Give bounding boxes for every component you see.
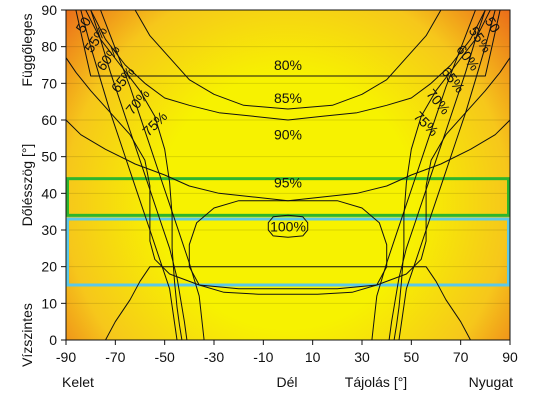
contour-line-60 — [90, 10, 486, 340]
y-tick-label: 70 — [41, 75, 57, 91]
x-axis-ticks: -90 -70 -50 -30 -10 10 30 50 70 90 — [56, 340, 518, 365]
contour-label: 80% — [274, 57, 302, 73]
y-tick-label: 0 — [49, 332, 57, 348]
contour-line-65 — [100, 10, 476, 340]
x-tick-label: -50 — [155, 349, 175, 365]
x-tick-label: 90 — [502, 349, 518, 365]
x-tick-label: -70 — [105, 349, 125, 365]
x-direction-west: Nyugat — [469, 374, 513, 390]
contour-line-80 — [134, 10, 442, 110]
y-tick-label: 50 — [41, 149, 57, 165]
x-tick-label: 30 — [354, 349, 370, 365]
plot-frame — [65, 9, 511, 341]
x-direction-south: Dél — [276, 374, 297, 390]
contour-line-95 — [188, 200, 388, 295]
x-axis-label: Tájolás [°] — [345, 374, 407, 390]
contour-line-100 — [267, 214, 309, 238]
contour-lines — [66, 10, 510, 340]
y-tick-label: 40 — [41, 185, 57, 201]
x-direction-east: Kelet — [62, 374, 94, 390]
contour-label: 95% — [274, 174, 302, 190]
x-tick-label: 70 — [453, 349, 469, 365]
y-tick-label: 80 — [41, 39, 57, 55]
x-tick-label: -90 — [56, 349, 76, 365]
x-tick-label: 10 — [305, 349, 321, 365]
y-axis-top-label: Függőleges — [19, 13, 35, 86]
contour-line-55 — [80, 10, 496, 340]
contour-line-85 — [90, 10, 486, 121]
y-axis-ticks: 0 10 20 30 40 50 60 70 80 90 — [41, 2, 66, 348]
highlight-band-2 — [66, 217, 510, 287]
x-tick-label: -30 — [204, 349, 224, 365]
y-tick-label: 20 — [41, 259, 57, 275]
y-tick-label: 60 — [41, 112, 57, 128]
y-tick-label: 10 — [41, 295, 57, 311]
contour-line-50 — [75, 10, 501, 77]
y-tick-label: 30 — [41, 222, 57, 238]
contour-label: 85% — [274, 90, 302, 106]
y-axis-bottom-label: Vízszintes — [19, 303, 35, 367]
contour-label: 100% — [270, 218, 306, 234]
y-tick-label: 90 — [41, 2, 57, 18]
contour-line-70 — [85, 10, 491, 340]
contour-label: 50 — [482, 14, 504, 36]
contour-label: 50 — [72, 14, 94, 36]
contour-line-75 — [66, 57, 510, 290]
y-axis-label: Dőlésszög [°] — [19, 144, 35, 227]
contour-line-100-5 — [105, 266, 471, 340]
contour-label: 90% — [274, 127, 302, 143]
x-tick-label: 50 — [404, 349, 420, 365]
x-tick-label: -10 — [253, 349, 273, 365]
